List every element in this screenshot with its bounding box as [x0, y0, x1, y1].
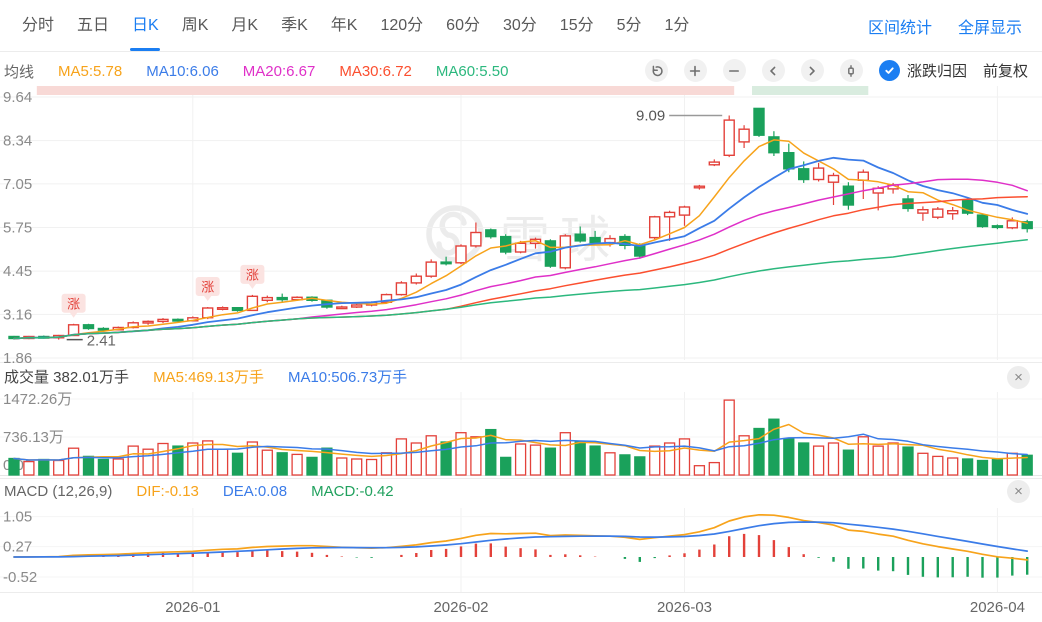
svg-text:9.09: 9.09: [636, 108, 665, 125]
chart-toolbar: 涨跌归因 前复权: [644, 59, 1028, 82]
plus-icon: [688, 64, 702, 78]
volume-value: 成交量 382.01万手: [4, 369, 130, 386]
undo-button[interactable]: [644, 59, 668, 82]
svg-text:3.16: 3.16: [3, 306, 32, 323]
svg-text:1.86: 1.86: [3, 350, 32, 367]
macd-legend: MACD (12,26,9) DIF:-0.13 DEA:0.08 MACD:-…: [4, 483, 418, 500]
svg-text:7.05: 7.05: [3, 176, 32, 193]
undo-icon: [649, 64, 664, 78]
svg-text:涨: 涨: [67, 296, 80, 311]
fullscreen-link[interactable]: 全屏显示: [957, 19, 1022, 37]
dif-value: DIF:-0.13: [136, 483, 199, 500]
ma10-value: MA10:6.06: [146, 63, 219, 80]
volume-ma10-value: MA10:506.73万手: [287, 369, 408, 386]
svg-text:8.34: 8.34: [3, 133, 32, 150]
tab-yearly-k[interactable]: 年K: [330, 17, 358, 34]
tab-daily-k[interactable]: 日K: [132, 0, 159, 51]
svg-text:2026-04: 2026-04: [970, 599, 1025, 616]
svg-text:1472.26万: 1472.26万: [3, 391, 72, 408]
svg-text:2026-01: 2026-01: [165, 599, 220, 616]
svg-text:涨: 涨: [201, 280, 214, 295]
ma20-value: MA20:6.67: [242, 63, 316, 80]
volume-legend: 成交量 382.01万手 MA5:469.13万手 MA10:506.73万手: [4, 366, 431, 387]
close-icon: ×: [1014, 369, 1023, 386]
svg-text:2026-03: 2026-03: [657, 599, 712, 616]
svg-text:5.75: 5.75: [3, 220, 32, 237]
zoom-in-button[interactable]: [683, 59, 707, 82]
svg-text:0.27: 0.27: [3, 539, 32, 556]
tab-5day[interactable]: 五日: [77, 17, 110, 34]
svg-text:-0.52: -0.52: [3, 569, 37, 586]
tab-minute[interactable]: 分时: [22, 17, 55, 34]
svg-text:2026-02: 2026-02: [433, 599, 488, 616]
attribution-label: 涨跌归因: [906, 63, 967, 80]
ma30-value: MA30:6.72: [339, 63, 412, 80]
tab-120min[interactable]: 120分: [380, 17, 424, 34]
candle-style-button[interactable]: [839, 59, 863, 82]
tab-monthly-k[interactable]: 月K: [231, 17, 259, 34]
ma5-value: MA5:5.78: [58, 63, 123, 80]
pan-left-button[interactable]: [761, 59, 785, 82]
tab-15min[interactable]: 15分: [559, 17, 594, 34]
snowball-logo-icon: [424, 203, 486, 270]
chevron-right-icon: [805, 64, 819, 78]
xueqiu-watermark: 雪球: [424, 200, 620, 272]
ma60-value: MA60:5.50: [435, 63, 509, 80]
pan-right-button[interactable]: [800, 59, 824, 82]
ma-legend-title: 均线: [4, 64, 35, 81]
svg-text:2.41: 2.41: [87, 333, 116, 350]
svg-text:1.05: 1.05: [3, 509, 32, 526]
range-stats-link[interactable]: 区间统计: [867, 19, 932, 37]
attribution-toggle[interactable]: 涨跌归因: [878, 60, 967, 81]
check-icon: [878, 60, 900, 81]
minus-icon: [727, 64, 741, 78]
close-icon: ×: [1014, 483, 1023, 500]
macd-pane-close-button[interactable]: ×: [1007, 480, 1030, 503]
volume-pane-close-button[interactable]: ×: [1007, 366, 1030, 389]
tab-weekly-k[interactable]: 周K: [181, 17, 209, 34]
macd-value: MACD:-0.42: [311, 483, 394, 500]
tab-30min[interactable]: 30分: [502, 17, 537, 34]
zoom-out-button[interactable]: [722, 59, 746, 82]
chevron-left-icon: [766, 64, 780, 78]
ma-legend: 均线 MA5:5.78 MA10:6.06 MA20:6.67 MA30:6.7…: [4, 61, 532, 82]
adjust-mode-button[interactable]: 前复权: [982, 63, 1028, 80]
candlestick-icon: [844, 64, 858, 78]
tab-quarterly-k[interactable]: 季K: [281, 17, 308, 34]
volume-ma5-value: MA5:469.13万手: [153, 369, 264, 386]
svg-text:0.00: 0.00: [3, 457, 32, 474]
svg-text:9.64: 9.64: [3, 89, 32, 106]
period-tabbar: 分时 五日 日K 周K 月K 季K 年K 120分 60分 30分 15分 5分…: [0, 0, 1042, 52]
tab-1min[interactable]: 1分: [664, 17, 690, 34]
svg-text:736.13万: 736.13万: [3, 429, 64, 446]
svg-text:4.45: 4.45: [3, 263, 32, 280]
watermark-text: 雪球: [500, 212, 620, 268]
tab-5min[interactable]: 5分: [616, 17, 642, 34]
dea-value: DEA:0.08: [222, 483, 288, 500]
tab-60min[interactable]: 60分: [446, 17, 480, 34]
svg-text:涨: 涨: [246, 267, 259, 282]
macd-title: MACD (12,26,9): [4, 483, 113, 500]
